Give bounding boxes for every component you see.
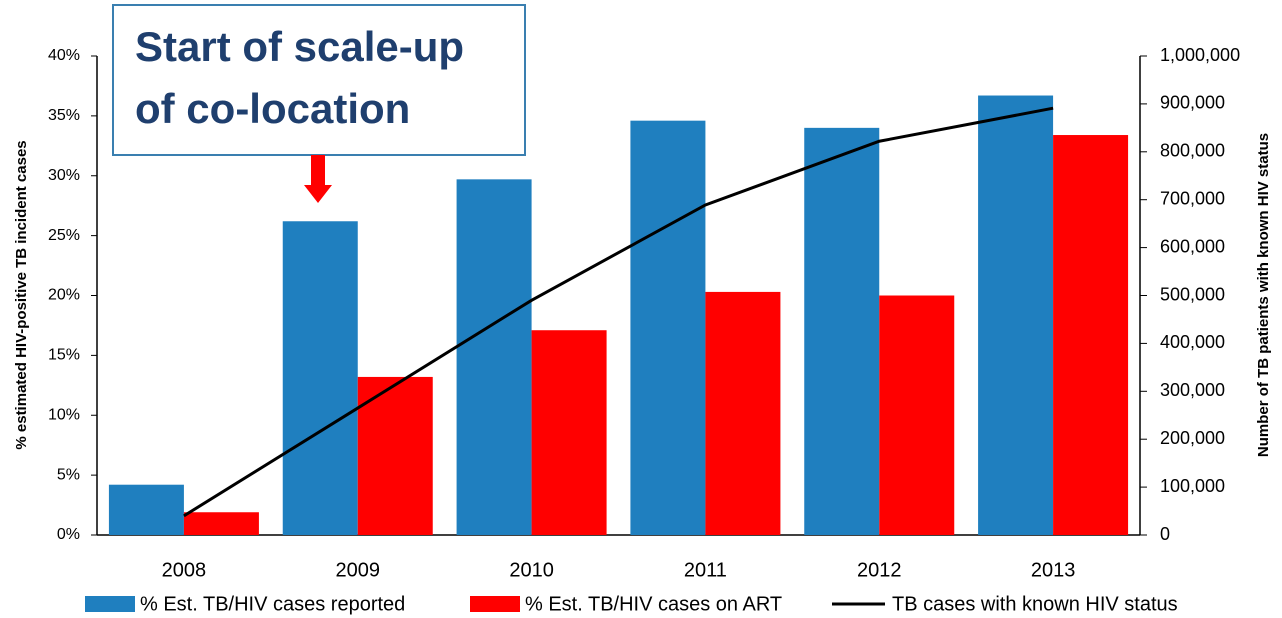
y2-tick-label: 900,000 <box>1160 93 1225 113</box>
x-tick-label: 2013 <box>1031 559 1076 581</box>
bar <box>282 221 358 535</box>
line <box>183 106 1054 518</box>
legend-label: % Est. TB/HIV cases on ART <box>525 593 782 615</box>
y2-tick-label: 700,000 <box>1160 188 1225 208</box>
y2-axis-title: Number of TB patients with known HIV sta… <box>1255 133 1272 457</box>
legend-swatch <box>85 596 135 612</box>
y-tick-label: 15% <box>48 347 80 364</box>
x-tick-label: 2008 <box>162 559 207 581</box>
x-tick-label: 2012 <box>857 559 902 581</box>
y-tick-label: 0% <box>57 526 80 543</box>
x-tick-label: 2009 <box>336 559 381 581</box>
bar <box>531 330 607 535</box>
x-tick-label: 2010 <box>509 559 554 581</box>
y2-tick-label: 1,000,000 <box>1160 45 1240 65</box>
bar <box>183 512 259 535</box>
y2-tick-label: 0 <box>1160 524 1170 544</box>
y2-tick-label: 600,000 <box>1160 236 1225 256</box>
y2-tick-label: 500,000 <box>1160 284 1225 304</box>
y-tick-label: 20% <box>48 287 80 304</box>
legend-label: TB cases with known HIV status <box>892 593 1178 615</box>
annotation-arrow-shaft <box>311 155 325 185</box>
bar <box>108 484 184 535</box>
y2-tick-label: 200,000 <box>1160 428 1225 448</box>
bar <box>879 295 955 535</box>
y-tick-label: 40% <box>48 47 80 64</box>
annotation-text: of co-location <box>135 85 410 132</box>
y-tick-label: 5% <box>57 466 80 483</box>
y-tick-label: 35% <box>48 107 80 124</box>
y2-tick-label: 400,000 <box>1160 332 1225 352</box>
bar <box>705 291 781 535</box>
y2-tick-label: 300,000 <box>1160 380 1225 400</box>
y-tick-label: 30% <box>48 167 80 184</box>
legend-swatch <box>470 596 520 612</box>
annotation-text: Start of scale-up <box>135 23 464 70</box>
y2-tick-label: 100,000 <box>1160 476 1225 496</box>
bar <box>804 127 880 535</box>
y-tick-label: 10% <box>48 406 80 423</box>
bar <box>1053 135 1129 535</box>
bar <box>357 376 433 535</box>
bar <box>630 120 706 535</box>
bar <box>978 95 1054 535</box>
y-tick-label: 25% <box>48 227 80 244</box>
bar <box>456 179 532 535</box>
annotation-arrow-head <box>304 185 332 203</box>
y-axis-title: % estimated HIV-positive TB incident cas… <box>13 140 30 449</box>
annotation-box <box>112 4 526 156</box>
y2-tick-label: 800,000 <box>1160 141 1225 161</box>
x-tick-label: 2011 <box>684 559 727 581</box>
legend-label: % Est. TB/HIV cases reported <box>140 593 405 615</box>
